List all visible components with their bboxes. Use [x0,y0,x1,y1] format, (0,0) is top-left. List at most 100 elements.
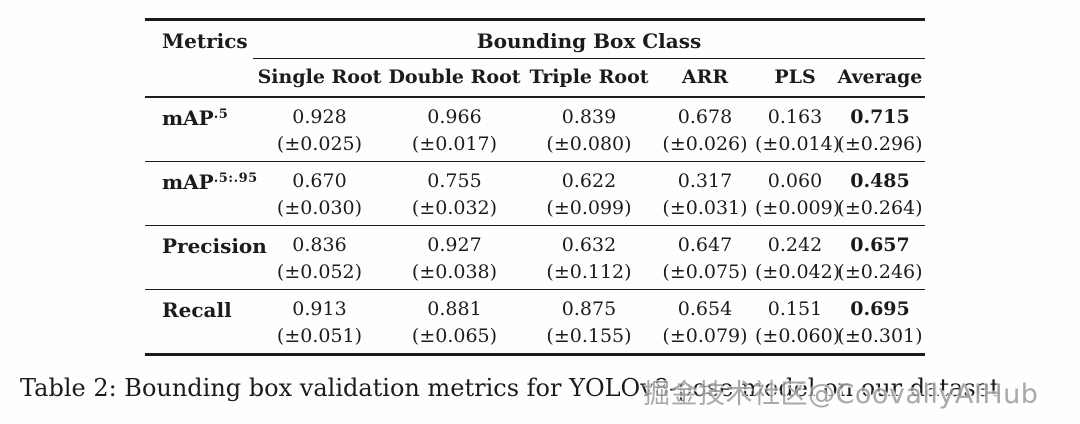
metric-cell: 0.913 (±0.051) [253,290,386,353]
table-caption: Table 2: Bounding box validation metrics… [20,374,1000,402]
row-label-base: Recall [162,298,232,322]
metric-cell: 0.632 (±0.112) [523,226,655,289]
metric-stddev: (±0.080) [546,133,632,155]
metric-cell: 0.670 (±0.030) [253,162,386,225]
metric-cell: 0.928 (±0.025) [253,98,386,161]
column-header-triple-root: Triple Root [529,66,649,88]
row-label-precision: Precision [145,226,267,289]
metric-value: 0.875 [561,298,617,320]
row-label-superscript: .5:.95 [213,171,258,186]
table-header-group-row: Metrics Bounding Box Class [145,21,925,59]
metric-stddev: (±0.079) [662,325,748,347]
bounding-box-metrics-table: Metrics Bounding Box Class Single Root D… [145,18,925,356]
metric-cell: 0.647 (±0.075) [655,226,755,289]
row-label-base: Precision [162,234,267,258]
metric-stddev: (±0.017) [411,133,498,155]
metric-value: 0.163 [767,106,823,128]
metric-cell: 0.881 (±0.065) [386,290,523,353]
row-label-map5: mAP.5 [145,98,253,161]
metric-value: 0.881 [427,298,482,320]
column-header-pls: PLS [774,66,816,88]
row-label-recall: Recall [145,290,253,353]
metric-stddev: (±0.025) [276,133,363,155]
metric-cell: 0.060 (±0.009) [755,162,841,225]
column-header-double-root: Double Root [388,66,521,88]
metric-cell: 0.317 (±0.031) [655,162,755,225]
metric-value: 0.695 [850,298,910,320]
metric-stddev: (±0.065) [411,325,498,347]
row-label-base: mAP [162,106,214,130]
metric-stddev: (±0.296) [837,133,923,155]
column-header-single-root: Single Root [257,66,382,88]
metric-value: 0.678 [677,106,733,128]
metrics-header: Metrics [162,29,248,53]
metric-value: 0.632 [561,234,617,256]
metric-value: 0.839 [561,106,617,128]
metric-value: 0.317 [677,170,733,192]
column-header-arr: ARR [681,66,729,88]
metric-value: 0.485 [850,170,910,192]
metric-stddev: (±0.246) [837,261,923,283]
metric-cell: 0.151 (±0.060) [755,290,841,353]
metric-cell: 0.839 (±0.080) [523,98,655,161]
metric-stddev: (±0.301) [837,325,923,347]
metric-value: 0.836 [292,234,347,256]
metric-value: 0.622 [561,170,617,192]
metric-stddev: (±0.112) [546,261,632,283]
metric-value: 0.928 [292,106,347,128]
metric-value: 0.913 [292,298,347,320]
group-header-bounding-box-class: Bounding Box Class [253,21,925,59]
metric-stddev: (±0.014) [755,133,841,155]
metric-value: 0.715 [850,106,910,128]
metric-stddev: (±0.031) [662,197,748,219]
metric-value: 0.966 [427,106,482,128]
metric-cell: 0.242 (±0.042) [755,226,841,289]
metric-stddev: (±0.060) [755,325,841,347]
row-label-map5095: mAP.5:.95 [145,162,257,225]
table-row-map5095: mAP.5:.95 0.670 (±0.030) 0.755 (±0.032) … [145,162,925,226]
metric-value: 0.647 [677,234,733,256]
metric-stddev: (±0.264) [837,197,923,219]
metric-cell: 0.163 (±0.014) [755,98,841,161]
metric-cell-average: 0.657 (±0.246) [835,226,925,289]
metric-value: 0.670 [292,170,347,192]
metric-stddev: (±0.038) [411,261,498,283]
metric-stddev: (±0.051) [276,325,363,347]
metric-stddev: (±0.042) [755,261,841,283]
metric-cell: 0.654 (±0.079) [655,290,755,353]
metric-stddev: (±0.099) [546,197,632,219]
row-label-base: mAP [162,170,214,194]
watermark-text: 掘金技术社区@CoovallyAIHub [643,379,1039,410]
metric-stddev: (±0.052) [276,261,363,283]
table-row-precision: Precision 0.836 (±0.052) 0.927 (±0.038) … [145,226,925,290]
metric-value: 0.242 [767,234,823,256]
metric-value: 0.927 [427,234,482,256]
metric-value: 0.657 [850,234,910,256]
metric-value: 0.654 [677,298,733,320]
metric-stddev: (±0.032) [411,197,498,219]
empty-header-cell [145,59,253,96]
metric-value: 0.151 [767,298,823,320]
table-row-recall: Recall 0.913 (±0.051) 0.881 (±0.065) 0.8… [145,290,925,356]
column-header-average: Average [837,66,923,88]
metric-cell: 0.755 (±0.032) [386,162,523,225]
metric-cell: 0.836 (±0.052) [253,226,386,289]
metric-cell: 0.875 (±0.155) [523,290,655,353]
metric-value: 0.060 [767,170,823,192]
metric-cell: 0.678 (±0.026) [655,98,755,161]
table-row-map5: mAP.5 0.928 (±0.025) 0.966 (±0.017) 0.83… [145,98,925,162]
metric-stddev: (±0.075) [662,261,748,283]
table-column-header-row: Single Root Double Root Triple Root ARR … [145,59,925,98]
metric-cell-average: 0.715 (±0.296) [835,98,925,161]
metric-cell-average: 0.695 (±0.301) [835,290,925,353]
metric-cell: 0.622 (±0.099) [523,162,655,225]
row-label-superscript: .5 [213,107,229,122]
metric-stddev: (±0.009) [755,197,841,219]
metric-stddev: (±0.155) [546,325,632,347]
metric-cell-average: 0.485 (±0.264) [835,162,925,225]
metric-value: 0.755 [427,170,482,192]
metric-cell: 0.966 (±0.017) [386,98,523,161]
metric-stddev: (±0.030) [276,197,363,219]
metric-stddev: (±0.026) [662,133,748,155]
metric-cell: 0.927 (±0.038) [386,226,523,289]
